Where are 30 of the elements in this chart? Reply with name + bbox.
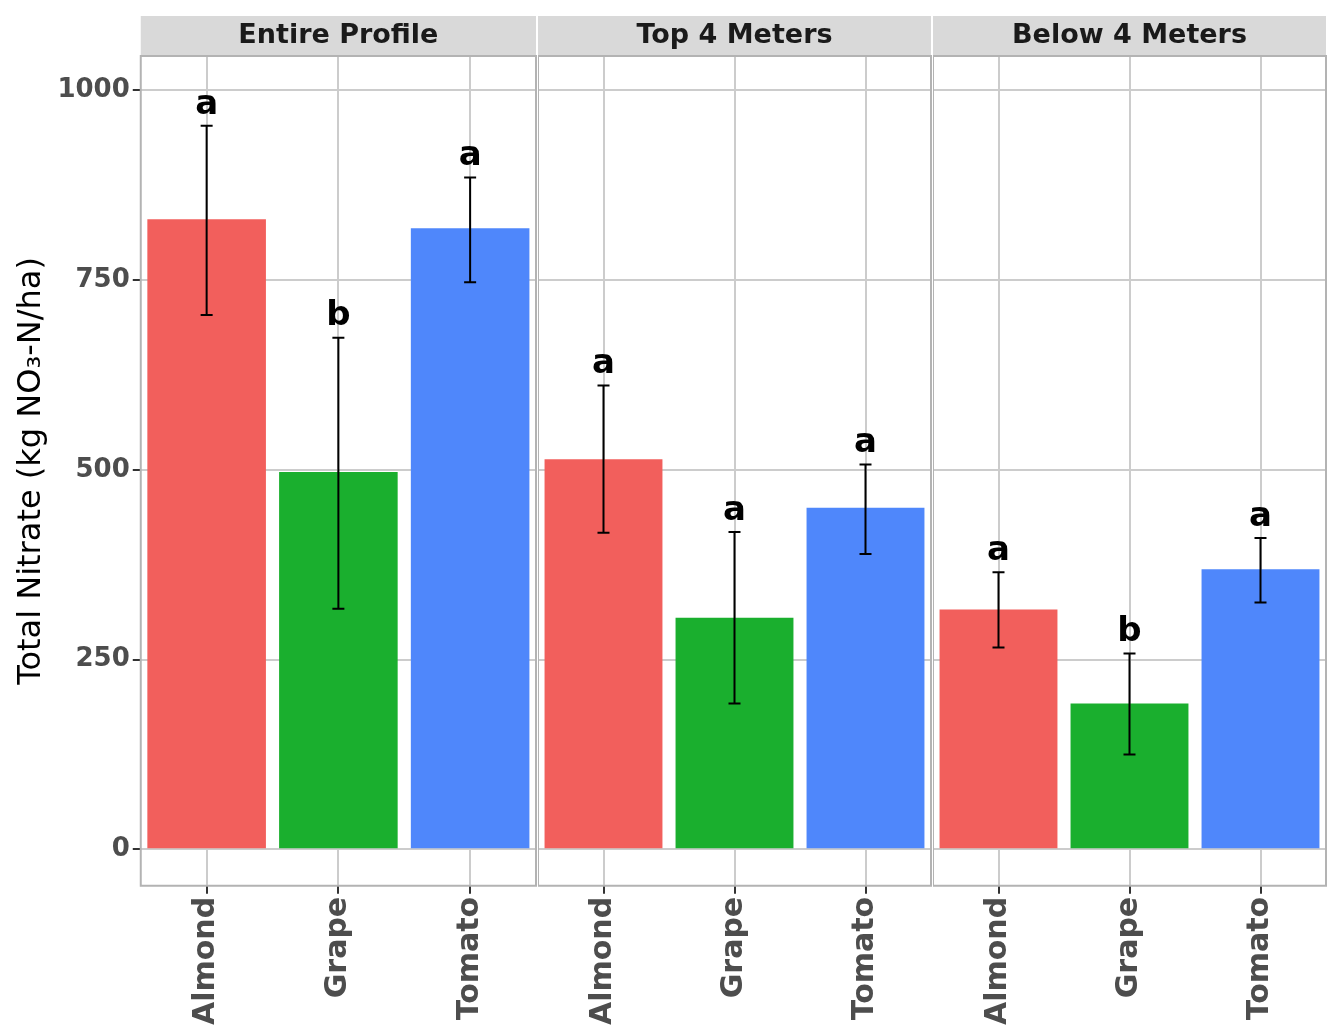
y-tick-label: 500 xyxy=(75,452,130,483)
x-tick-label: Almond xyxy=(186,896,222,1025)
x-tick-label: Grape xyxy=(318,896,354,999)
y-tick-label: 0 xyxy=(111,832,130,863)
y-tick-label: 250 xyxy=(75,642,130,673)
annotation: a xyxy=(987,528,1010,569)
annotation: a xyxy=(854,420,877,461)
annotation: a xyxy=(195,81,219,122)
annotation: a xyxy=(723,487,746,528)
bar xyxy=(147,219,266,849)
x-tick-label: Almond xyxy=(978,896,1014,1025)
annotation: a xyxy=(458,133,482,174)
x-tick-label: Tomato xyxy=(1240,896,1276,1021)
annotation: a xyxy=(592,341,615,382)
y-tick-label: 750 xyxy=(75,262,130,293)
bar xyxy=(279,472,398,849)
x-tick-label: Tomato xyxy=(449,896,485,1021)
x-tick-label: Grape xyxy=(714,896,750,999)
x-tick-label: Almond xyxy=(583,896,619,1025)
annotation: b xyxy=(326,293,351,334)
chart-title: Below 4 Meters xyxy=(1011,18,1248,50)
bar xyxy=(410,228,530,849)
chart-title: Entire Profile xyxy=(238,18,439,50)
annotation: b xyxy=(1117,609,1142,650)
annotation: a xyxy=(1249,493,1272,534)
y-axis-title: Total Nitrate (kg NO₃-N/ha) xyxy=(9,257,48,686)
x-tick-label: Grape xyxy=(1109,896,1145,999)
y-tick-label: 1000 xyxy=(57,72,130,103)
x-tick-label: Tomato xyxy=(845,896,881,1021)
chart-title: Top 4 Meters xyxy=(636,18,833,50)
